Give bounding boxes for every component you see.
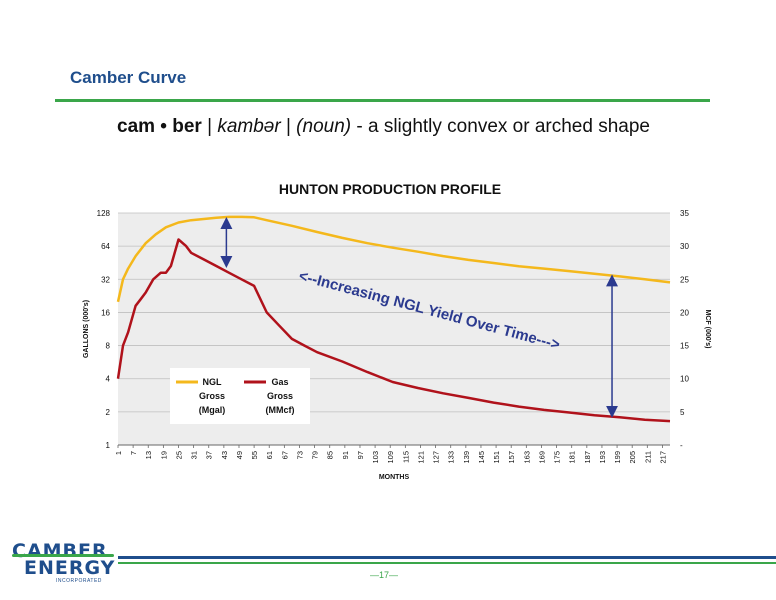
definition-separator: | [201,116,218,137]
x-tick-label: 97 [356,451,365,459]
x-tick-label: 7 [129,451,138,455]
legend-label-gas: Gas [271,377,288,387]
x-tick-label: 91 [341,451,350,459]
axes: 1 2 4 8 16 32 64 128 - 5 10 15 20 25 30 35 1 7 13 19 25 31 37 4… [97,209,690,464]
definition-meaning: - a slightly convex or arched shape [351,116,650,137]
x-tick-label: 121 [416,451,425,464]
x-tick-label: 67 [280,451,289,459]
y2-tick-label: 30 [680,242,689,251]
x-tick-label: 145 [477,451,486,464]
y2-tick-label: 25 [680,275,689,284]
x-tick-label: 19 [159,451,168,459]
x-tick-label: 163 [522,451,531,464]
definition-line: cam • ber | kambər | (noun) - a slightly… [117,116,650,138]
logo-subtitle: INCORPORATED [56,578,102,584]
x-tick-label: 13 [144,451,153,459]
y-tick-label: 2 [106,408,111,417]
x-tick-label: 187 [583,451,592,464]
x-tick-label: 1 [114,451,123,455]
y-tick-label: 128 [97,209,111,218]
chart-title: HUNTON PRODUCTION PROFILE [279,181,501,197]
footer-rule [118,556,776,559]
y-axis-label: GALLONS (000's) [83,300,90,358]
y2-tick-label: 5 [680,408,685,417]
legend-label-ngl: Gross [199,391,225,401]
y2-tick-label: 15 [680,342,689,351]
x-tick-label: 175 [553,451,562,464]
definition-word: cam • ber [117,116,202,137]
x-tick-label: 55 [250,451,259,459]
x-tick-label: 157 [507,451,516,464]
company-logo: CAMBER ENERGY INCORPORATED [12,540,122,590]
x-tick-label: 25 [174,451,183,459]
x-tick-label: 37 [205,451,214,459]
y-tick-label: 4 [106,375,111,384]
y2-tick-label: - [680,441,683,450]
x-tick-label: 115 [401,451,410,463]
ngl-series-line [116,215,671,303]
series-group: NGL Gross (Mgal) Gas Gross (MMcf) [116,215,671,424]
x-tick-label: 103 [371,451,380,464]
x-tick-label: 85 [326,451,335,459]
x-tick-label: 133 [447,451,456,464]
x-tick-label: 181 [568,451,577,464]
y-tick-label: 1 [106,441,111,450]
y2-axis-label: MCF (000's) [704,309,711,348]
title-rule [55,99,710,102]
y2-tick-label: 20 [680,308,689,317]
x-tick-label: 31 [190,451,199,459]
x-tick-label: 79 [311,451,320,459]
x-tick-label: 193 [598,451,607,464]
y2-tick-label: 35 [680,209,689,218]
definition-separator: | [280,116,297,137]
legend-label-ngl: (Mgal) [199,405,226,415]
legend-label-gas: Gross [267,391,293,401]
x-axis-label: MONTHS [379,474,410,481]
y-tick-label: 64 [101,242,110,251]
x-tick-label: 217 [658,451,667,464]
x-tick-label: 139 [462,451,471,464]
slide-title: Camber Curve [70,68,187,87]
legend: NGL Gross (Mgal) Gas Gross (MMcf) [170,368,310,424]
x-tick-label: 199 [613,451,622,464]
legend-box [170,368,310,424]
x-tick-label: 73 [295,451,304,459]
y2-tick-label: 10 [680,375,689,384]
y-tick-label: 8 [106,342,111,351]
y-tick-label: 16 [101,308,110,317]
gas-series-line [116,238,671,423]
x-tick-label: 43 [220,451,229,459]
x-tick-label: 211 [643,451,652,463]
definition-part-of-speech: (noun) [296,116,352,137]
footer-rule-accent [118,562,776,564]
x-tick-label: 205 [628,451,637,464]
y-tick-label: 32 [101,275,110,284]
page-number: —17— [370,570,399,580]
definition-pronunciation: kambər [217,116,281,137]
legend-label-gas: (MMcf) [266,405,295,415]
x-tick-label: 109 [386,451,395,464]
logo-text-line2: ENERGY [24,557,116,579]
logo-swoosh [12,554,114,557]
legend-label-ngl: NGL [203,377,223,387]
x-tick-label: 169 [537,451,546,464]
x-tick-label: 151 [492,451,501,464]
x-tick-label: 127 [432,451,441,464]
x-tick-label: 49 [235,451,244,459]
x-tick-label: 61 [265,451,274,459]
